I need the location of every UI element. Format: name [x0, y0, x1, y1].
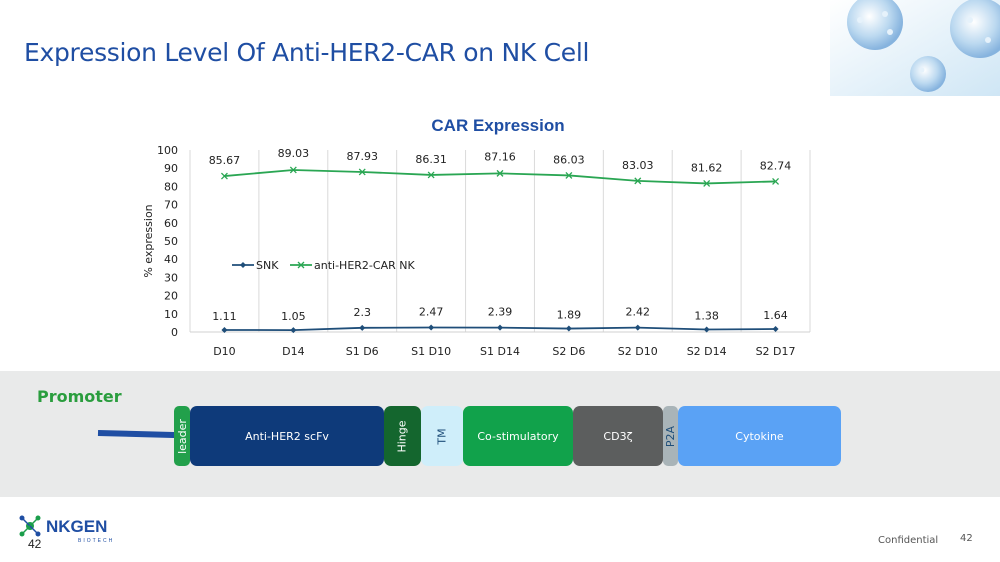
data-point — [428, 324, 435, 331]
y-tick-label: 30 — [164, 271, 178, 284]
data-point — [290, 327, 297, 334]
data-point — [359, 324, 366, 331]
data-label: 1.64 — [763, 309, 788, 322]
segment-cd3z: CD3ζ — [573, 406, 663, 466]
data-label: 82.74 — [760, 159, 792, 172]
segment-costimulatory-label: Co-stimulatory — [477, 429, 559, 443]
y-tick-label: 60 — [164, 217, 178, 230]
x-tick-label: S1 D10 — [411, 345, 451, 358]
data-point — [565, 171, 573, 179]
segment-p2a-label: P2A — [664, 425, 678, 447]
data-point — [289, 166, 297, 174]
y-tick-label: 20 — [164, 290, 178, 303]
segment-tm-label: TM — [435, 427, 449, 445]
segment-cytokine-label: Cytokine — [735, 429, 784, 443]
x-tick-label: S2 D6 — [552, 345, 585, 358]
data-label: 86.31 — [415, 153, 447, 166]
y-tick-label: 40 — [164, 253, 178, 266]
y-tick-label: 100 — [157, 144, 178, 157]
logo-mark-icon — [19, 515, 41, 537]
data-point — [220, 172, 228, 180]
data-point — [496, 169, 504, 177]
data-point — [634, 324, 641, 331]
data-label: 1.89 — [557, 309, 582, 322]
nkgen-logo: NKGEN BIOTECH — [19, 515, 114, 544]
y-tick-label: 50 — [164, 235, 178, 248]
segment-hinge-label: Hinge — [396, 419, 409, 453]
data-label: 83.03 — [622, 159, 654, 172]
segment-scfv-label: Anti-HER2 scFv — [245, 429, 329, 443]
data-point — [772, 177, 780, 185]
data-point — [221, 326, 228, 333]
data-point — [634, 177, 642, 185]
data-point — [427, 171, 435, 179]
page-number-left: 42 — [28, 537, 42, 551]
x-tick-label: D14 — [282, 345, 304, 358]
data-label: 81.62 — [691, 161, 723, 174]
data-label: 2.47 — [419, 306, 444, 319]
data-label: 1.05 — [281, 310, 306, 323]
segment-costimulatory: Co-stimulatory — [463, 406, 573, 466]
y-tick-label: 10 — [164, 308, 178, 321]
segment-p2a: P2A — [663, 406, 678, 466]
y-tick-label: 80 — [164, 180, 178, 193]
promoter-label: Promoter — [37, 387, 122, 406]
segment-tm: TM — [421, 406, 463, 466]
cell-illustration — [830, 0, 1000, 96]
y-tick-label: 70 — [164, 199, 178, 212]
page-number: 42 — [960, 533, 973, 544]
logo-subtext: BIOTECH — [78, 538, 114, 544]
x-tick-label: S2 D10 — [618, 345, 658, 358]
x-tick-label: S1 D6 — [346, 345, 379, 358]
x-tick-label: S2 D17 — [756, 345, 796, 358]
x-tick-label: S2 D14 — [687, 345, 727, 358]
data-label: 2.42 — [626, 306, 651, 319]
logo-text: NKGEN — [46, 517, 107, 536]
segment-cytokine: Cytokine — [678, 406, 841, 466]
data-point — [703, 326, 710, 333]
data-label: 87.93 — [346, 150, 378, 163]
confidential-label: Confidential — [878, 535, 939, 546]
data-point — [358, 168, 366, 176]
data-point — [565, 325, 572, 332]
data-label: 85.67 — [209, 154, 241, 167]
segment-leader-label: leader — [175, 418, 189, 454]
data-label: 1.38 — [694, 309, 719, 322]
data-label: 1.11 — [212, 310, 237, 323]
legend-label-1: anti-HER2-CAR NK — [314, 259, 415, 272]
data-label: 2.3 — [353, 306, 371, 319]
x-tick-label: D10 — [213, 345, 235, 358]
segment-leader: leader — [174, 406, 190, 466]
y-tick-label: 90 — [164, 162, 178, 175]
y-tick-label: 0 — [171, 326, 178, 339]
legend-marker — [297, 261, 305, 269]
car-expression-chart: CAR Expression 0 10 20 30 40 50 60 70 80 90 100 % ex… — [142, 116, 811, 358]
data-label: 87.16 — [484, 150, 516, 163]
data-point — [703, 179, 711, 187]
segment-scfv: Anti-HER2 scFv — [190, 406, 384, 466]
segment-cd3z-label: CD3ζ — [603, 429, 633, 443]
data-point — [497, 324, 503, 331]
slide-title: Expression Level Of Anti-HER2-CAR on NK … — [24, 38, 590, 67]
data-label: 89.03 — [278, 147, 310, 160]
legend-label-0: SNK — [256, 259, 279, 272]
y-axis-label: % expression — [142, 204, 155, 277]
data-label: 86.03 — [553, 153, 585, 166]
x-tick-label: S1 D14 — [480, 345, 520, 358]
chart-title: CAR Expression — [431, 116, 564, 135]
data-point — [772, 326, 779, 333]
data-label: 2.39 — [488, 306, 513, 319]
segment-hinge: Hinge — [384, 406, 421, 466]
legend-marker — [240, 262, 246, 268]
